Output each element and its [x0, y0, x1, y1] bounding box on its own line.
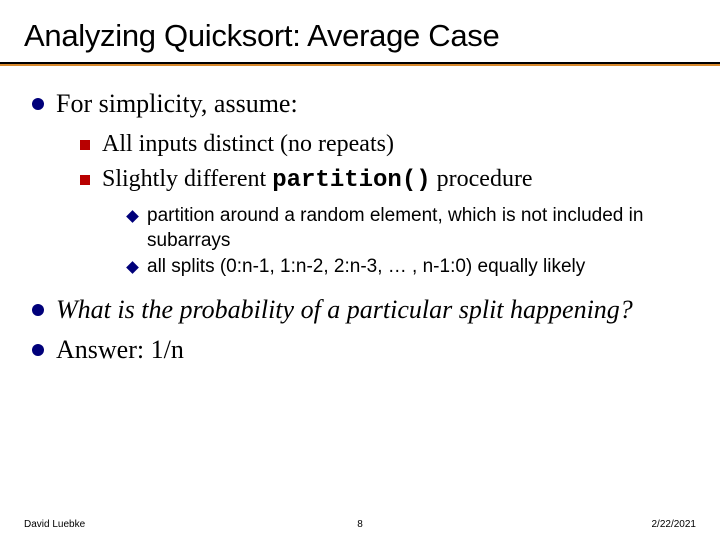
bullet-l2: Slightly different partition() procedure	[80, 164, 696, 196]
l2-group: All inputs distinct (no repeats) Slightl…	[32, 129, 696, 196]
bullet-l3: partition around a random element, which…	[128, 204, 696, 253]
l2-text: All inputs distinct (no repeats)	[102, 129, 394, 160]
square-bullet-icon	[80, 175, 90, 185]
footer-author: David Luebke	[24, 519, 85, 530]
footer: David Luebke 8 2/22/2021	[0, 519, 720, 530]
diamond-bullet-icon	[126, 261, 139, 274]
code-text: partition()	[272, 167, 430, 194]
title-divider	[0, 62, 720, 66]
bullet-l2: All inputs distinct (no repeats)	[80, 129, 696, 160]
slide: Analyzing Quicksort: Average Case For si…	[0, 0, 720, 540]
l1-text: For simplicity, assume:	[56, 88, 298, 121]
divider-bottom	[0, 64, 720, 66]
footer-page-number: 8	[357, 519, 363, 530]
bullet-l1: Answer: 1/n	[32, 334, 696, 367]
l3-text: partition around a random element, which…	[147, 204, 696, 253]
l2-text-pre: Slightly different	[102, 166, 272, 192]
l3-text: all splits (0:n-1, 1:n-2, 2:n-3, … , n-1…	[147, 255, 585, 280]
l1-question: What is the probability of a particular …	[56, 294, 633, 327]
footer-date: 2/22/2021	[652, 519, 697, 530]
circle-bullet-icon	[32, 344, 44, 356]
l2-text: Slightly different partition() procedure	[102, 164, 533, 196]
l3-group: partition around a random element, which…	[32, 204, 696, 280]
circle-bullet-icon	[32, 304, 44, 316]
square-bullet-icon	[80, 140, 90, 150]
slide-title: Analyzing Quicksort: Average Case	[24, 18, 696, 54]
bullet-l1: What is the probability of a particular …	[32, 294, 696, 327]
bullet-l1: For simplicity, assume:	[32, 88, 696, 121]
circle-bullet-icon	[32, 98, 44, 110]
l2-text-post: procedure	[431, 166, 533, 192]
diamond-bullet-icon	[126, 210, 139, 223]
content-area: For simplicity, assume: All inputs disti…	[24, 88, 696, 367]
l1-answer: Answer: 1/n	[56, 334, 184, 367]
bullet-l3: all splits (0:n-1, 1:n-2, 2:n-3, … , n-1…	[128, 255, 696, 280]
